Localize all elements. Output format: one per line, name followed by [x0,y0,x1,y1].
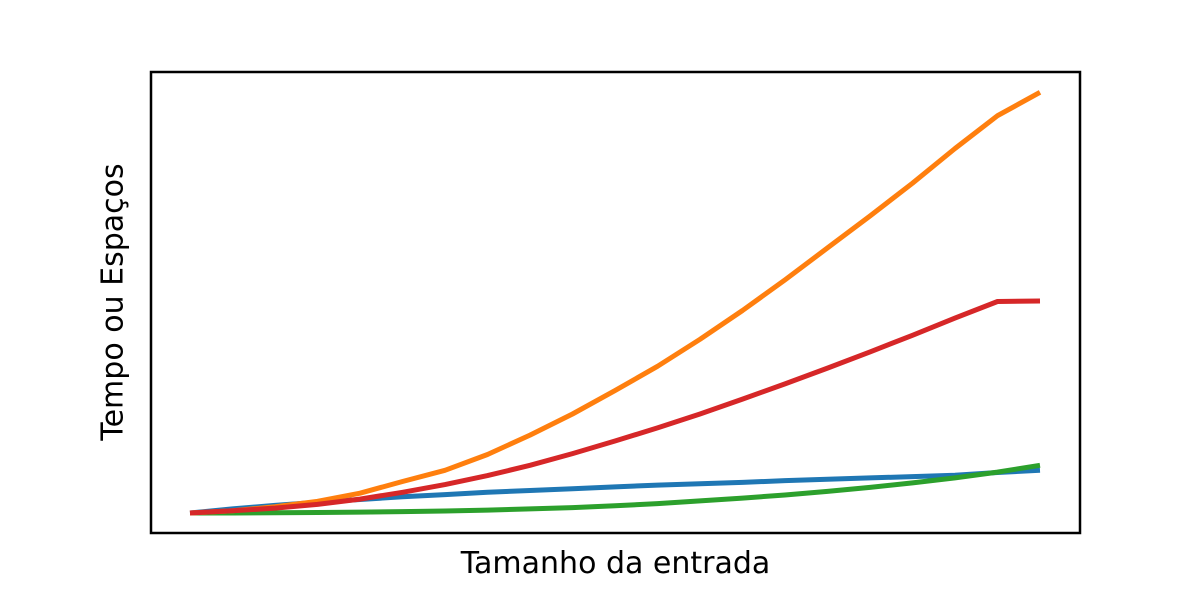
plot-frame [149,70,1082,535]
x-axis-label: Tamanho da entrada [460,546,771,581]
series-line-orange [189,90,1042,516]
y-axis-label: Tempo ou Espaços [95,163,131,441]
series-line-red [189,298,1041,516]
series-layer [189,90,1042,516]
series-line-green [190,462,1041,516]
